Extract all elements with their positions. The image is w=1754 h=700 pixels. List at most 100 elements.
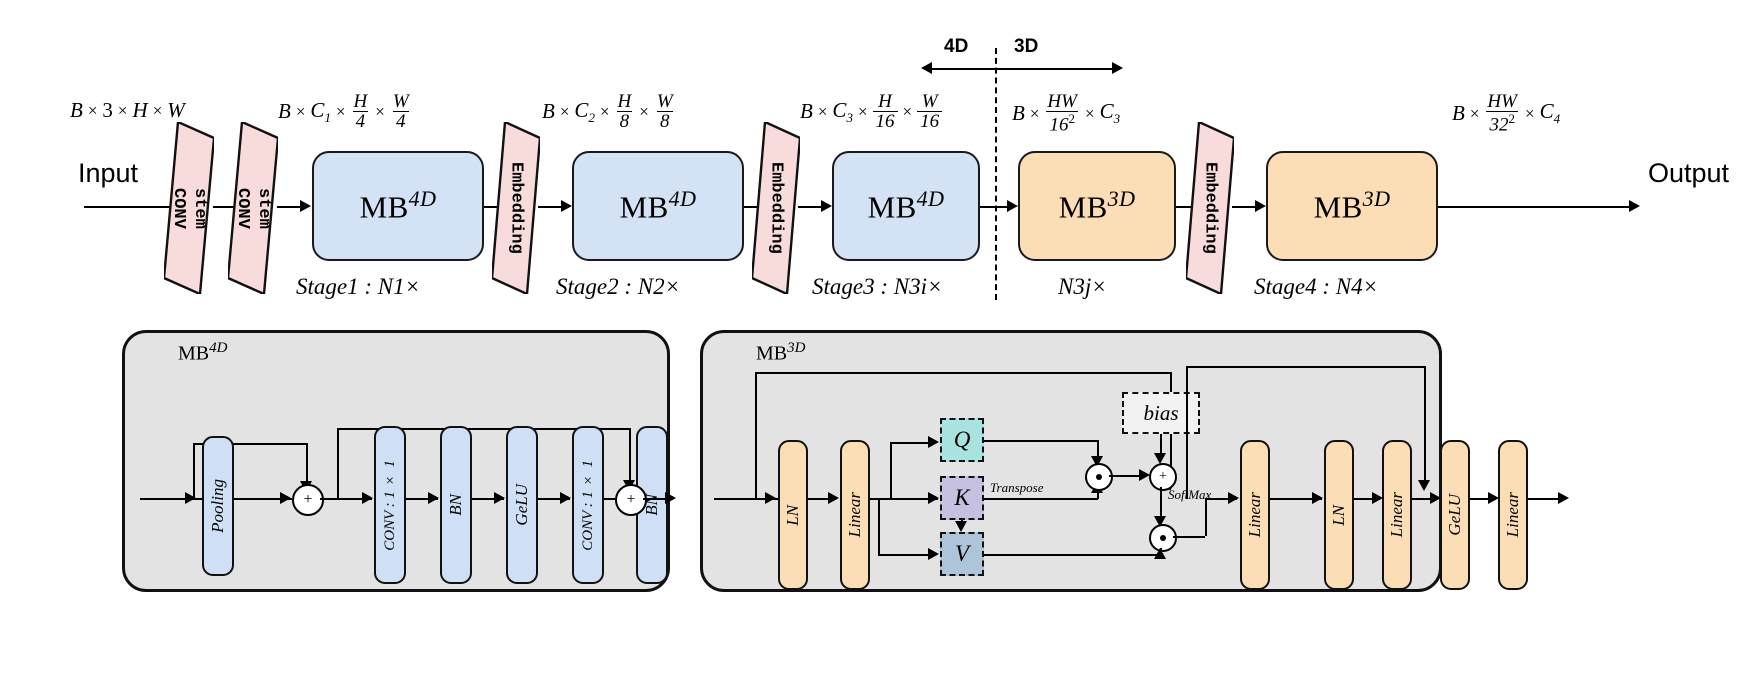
mb4d-panel-title: MB4D <box>178 340 228 365</box>
mb3d-matmul1-to-add <box>1109 475 1145 477</box>
stage1-mb4d-block[interactable]: MB4D <box>312 151 484 261</box>
stage3-mb3d-block[interactable]: MB3D <box>1018 151 1176 261</box>
mb3d-q-arrowhead-matmul <box>1091 456 1103 467</box>
mb4d-skip2-up <box>337 428 339 499</box>
mb3d-skip2-down <box>1424 366 1426 482</box>
arrow-emb2-to-mb3 <box>798 206 824 208</box>
arrow-stem2-to-mb1 <box>277 206 303 208</box>
arrow-input-to-stem1 <box>84 206 170 208</box>
region-label-3d: 3D <box>1014 36 1039 57</box>
mb3d-bias-box[interactable]: bias <box>1122 392 1200 434</box>
mb3d-softmax-arrowhead <box>1154 516 1166 527</box>
mb3d-qkv-to-v <box>878 554 932 556</box>
mb4d-add-op-1-glyph: + <box>303 491 313 508</box>
mb3d-v-box[interactable]: V <box>940 532 984 576</box>
stage3-mb4d-block[interactable]: MB4D <box>832 151 980 261</box>
mb3d-skip1-top <box>755 372 1171 374</box>
mb4d-unit-gelu-label: GeLU <box>512 484 531 526</box>
mb3d-unit-gelu-label: GeLU <box>1445 494 1464 536</box>
mb3d-linear2-to-gelu <box>1412 498 1438 500</box>
mb3d-unit-ln2[interactable]: LN <box>1324 440 1354 590</box>
mb4d-arrowhead-bn1 <box>428 492 439 504</box>
region-arrow-right <box>1112 62 1123 74</box>
stage4-mb3d-block[interactable]: MB3D <box>1266 151 1438 261</box>
mb4d-unit-gelu[interactable]: GeLU <box>506 426 538 584</box>
conv-stem-1[interactable]: CONV stem <box>164 122 214 294</box>
mb4d-add-op-2-glyph: + <box>626 491 636 508</box>
stage2-mb4d-block[interactable]: MB4D <box>572 151 744 261</box>
arrow-mb1-to-emb1 <box>484 206 508 208</box>
region-label-4d: 4D <box>944 36 969 57</box>
mb4d-add-op-2: + <box>615 484 647 516</box>
mb3d-v-label: V <box>954 541 970 566</box>
mb3d-unit-linear-proj[interactable]: Linear <box>1240 440 1270 590</box>
arrow-mb3d-to-emb3 <box>1176 206 1200 208</box>
mb3d-unit-ln1[interactable]: LN <box>778 440 808 590</box>
arrow-mb3-to-mb3d <box>980 206 1010 208</box>
stage4-mb3d-label: MB3D <box>1313 186 1391 225</box>
mb3d-ln1-to-linear1 <box>808 498 836 500</box>
mb4d-skip2-down <box>629 428 631 482</box>
tensor-shape-stage4: B × HW 322 × C4 <box>1452 91 1561 136</box>
mb3d-k-box[interactable]: K <box>940 476 984 520</box>
mb3d-unit-linear-qkv[interactable]: Linear <box>840 440 870 590</box>
mb4d-add-op-1: + <box>292 484 324 516</box>
stage-label-2: Stage2 : N2× <box>556 274 681 299</box>
region-span-line <box>932 68 1112 70</box>
mb3d-arrowhead-v <box>928 548 939 560</box>
mb3d-q-down <box>1097 440 1099 460</box>
mb3d-qkv-fanout-line <box>870 498 938 500</box>
mb3d-panel-title: MB3D <box>756 340 806 365</box>
embedding-2[interactable]: Embedding <box>752 122 800 294</box>
stage1-mb4d-label: MB4D <box>359 186 437 225</box>
mb3d-input-line <box>714 498 780 500</box>
mb3d-transpose-label: Transpose <box>990 480 1044 495</box>
arrowhead-mb2 <box>561 200 572 212</box>
mb3d-unit-linear-mlp1[interactable]: Linear <box>1382 440 1412 590</box>
tensor-shape-input: B × 3 × H × W <box>70 98 185 122</box>
mb3d-linear-proj-out <box>1270 498 1322 500</box>
arrowhead-mb3 <box>821 200 832 212</box>
mb4d-unit-conv1[interactable]: CONV : 1 × 1 <box>374 426 406 584</box>
mb3d-matmul-op-2 <box>1149 524 1177 552</box>
mb3d-unit-linear-proj-label: Linear <box>1245 492 1264 538</box>
mb4d-skip1-down <box>306 443 308 483</box>
mb3d-skip2-up <box>1186 366 1188 499</box>
mb3d-arrowhead-q <box>928 436 939 448</box>
mb3d-q-box[interactable]: Q <box>940 418 984 462</box>
mb4d-output-line <box>643 498 673 500</box>
tensor-shape-stage3-tokens: B × HW 162 × C3 <box>1012 91 1121 136</box>
mb3d-arrowhead-linear2 <box>1372 492 1383 504</box>
mb3d-arrowhead-output <box>1558 492 1569 504</box>
mb3d-arrowhead-linear3 <box>1488 492 1499 504</box>
embedding-1[interactable]: Embedding <box>492 122 540 294</box>
mb3d-unit-linear-qkv-label: Linear <box>845 492 864 538</box>
tensor-shape-stage3: B × C3 × H 16 × W 16 <box>800 92 943 132</box>
mb3d-arrowhead-gelu <box>1430 492 1441 504</box>
mb4d-unit-bn1[interactable]: BN <box>440 426 472 584</box>
mb4d-skip2-top <box>337 428 630 430</box>
mb4d-skip1-up <box>193 443 195 499</box>
mb4d-unit-conv2[interactable]: CONV : 1 × 1 <box>572 426 604 584</box>
embedding-3[interactable]: Embedding <box>1186 122 1234 294</box>
mb3d-unit-gelu[interactable]: GeLU <box>1440 440 1470 590</box>
mb3d-softmax-down <box>1160 487 1162 519</box>
mb4d-arrowhead-conv1 <box>362 492 373 504</box>
mb3d-arrowhead-linear-proj <box>1228 492 1239 504</box>
mb3d-softmax-label: SoftMax <box>1168 487 1212 502</box>
mb4d-gelu-to-conv2 <box>538 498 570 500</box>
mb3d-add-op: + <box>1149 463 1177 491</box>
mb3d-arrowhead-linear1 <box>828 492 839 504</box>
mb3d-skip1-up <box>755 372 757 499</box>
mb3d-matmul2-out <box>1173 536 1205 538</box>
mb4d-arrowhead-gelu <box>494 492 505 504</box>
mb3d-bias-label: bias <box>1143 400 1179 425</box>
mb4d-unit-pooling[interactable]: Pooling <box>202 436 234 576</box>
conv-stem-2[interactable]: CONV stem <box>228 122 278 294</box>
mb3d-unit-linear-mlp2[interactable]: Linear <box>1498 440 1528 590</box>
mb3d-k-label: K <box>954 485 970 510</box>
mb3d-v-arrowhead-matmul <box>1154 548 1166 559</box>
mb4d-bn1-to-gelu <box>472 498 504 500</box>
